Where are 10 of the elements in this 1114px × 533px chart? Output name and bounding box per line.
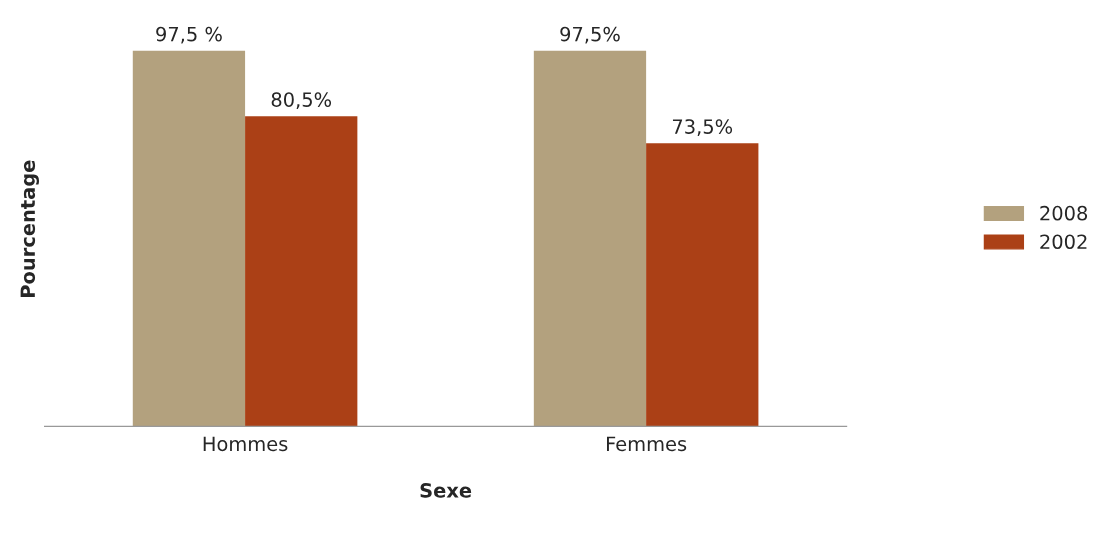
x-axis-title: Sexe: [420, 483, 472, 498]
data-label: 97,5%: [560, 26, 620, 44]
y-axis-title: Pourcentage: [20, 160, 39, 297]
legend-label: 2008: [1040, 205, 1088, 221]
data-label: 80,5%: [271, 92, 332, 109]
x-tick-label: Femmes: [607, 436, 687, 452]
data-label: 97,5 %: [156, 26, 222, 44]
legend-label: 2002: [1040, 234, 1087, 250]
x-tick-label: Hommes: [203, 436, 288, 452]
data-label: 73,5%: [672, 119, 733, 136]
